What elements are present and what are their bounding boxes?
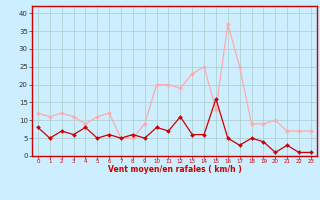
X-axis label: Vent moyen/en rafales ( km/h ): Vent moyen/en rafales ( km/h ): [108, 165, 241, 174]
